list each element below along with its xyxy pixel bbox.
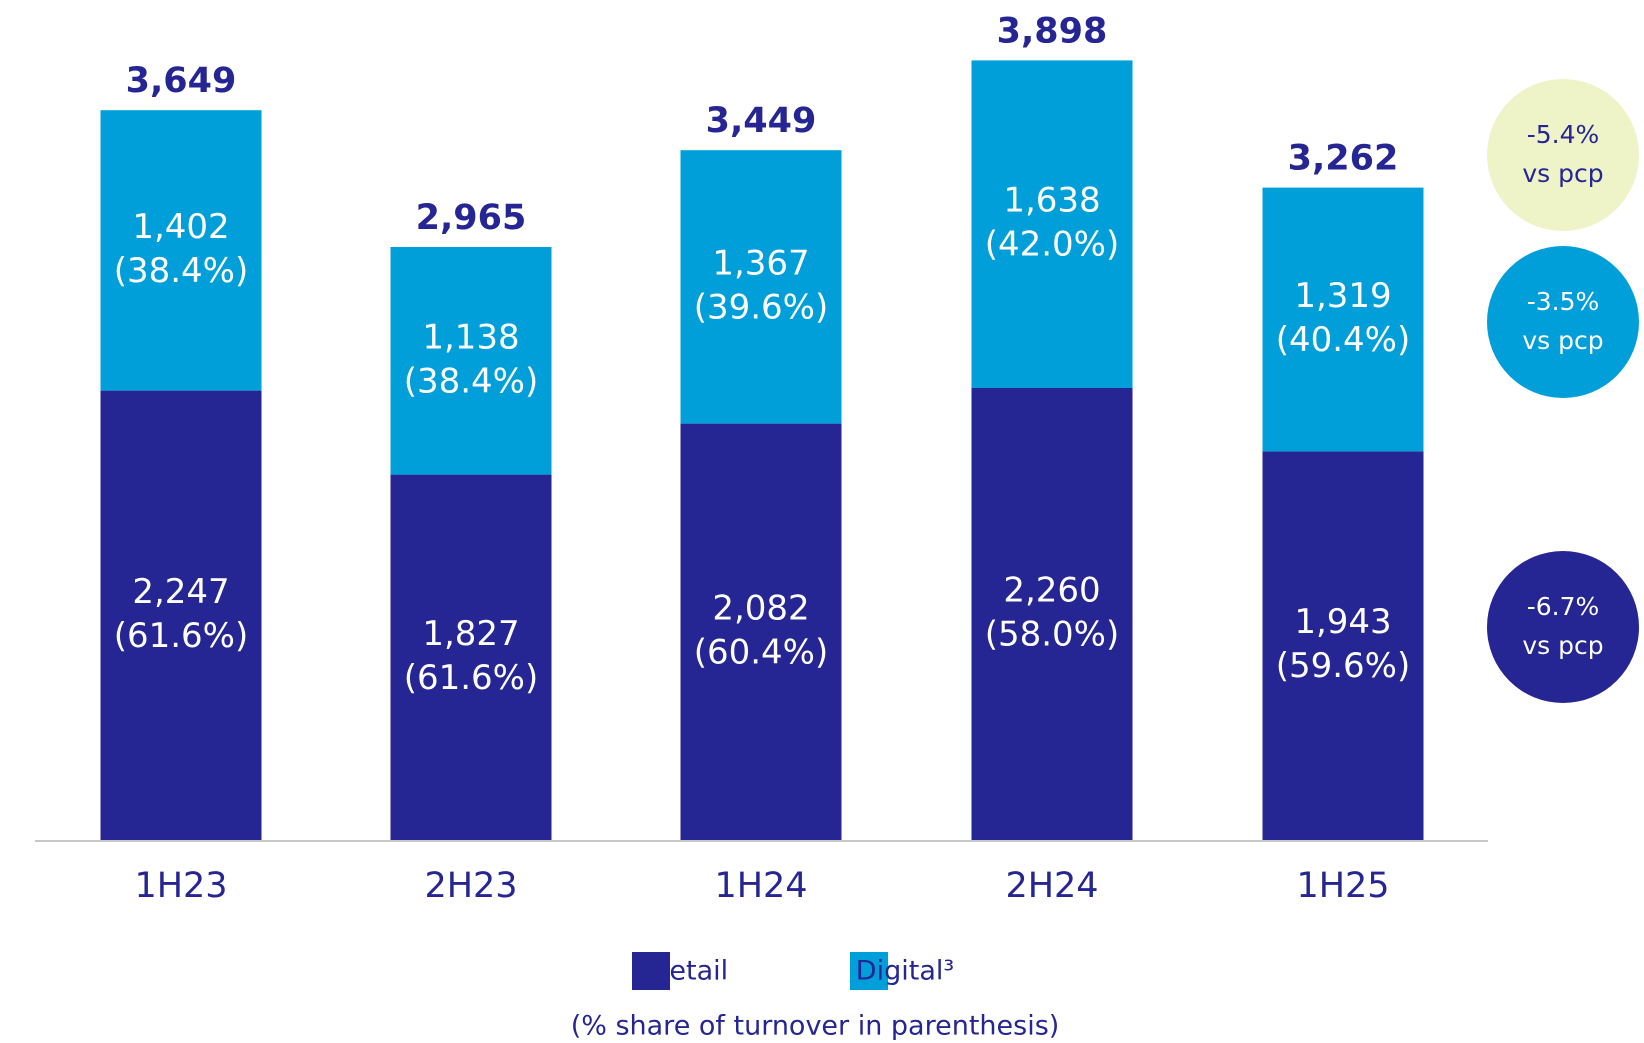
value-label: 1,402 (132, 207, 229, 247)
legend-swatch (632, 952, 670, 990)
total-label: 3,649 (126, 61, 237, 101)
share-label: (39.6%) (694, 287, 829, 327)
legend-label: Digital³ (856, 956, 954, 987)
x-tick-label: 1H23 (134, 866, 227, 906)
annotation-bubble (1487, 246, 1639, 398)
bar-segment (100, 110, 262, 391)
bar-segment (1262, 451, 1424, 840)
annotation-subtext: vs pcp (1522, 631, 1603, 660)
annotation-text: -6.7% (1527, 592, 1600, 621)
x-tick-label: 1H24 (714, 866, 807, 906)
bar-segment (390, 247, 552, 475)
total-label: 3,898 (997, 11, 1108, 51)
share-label: (60.4%) (694, 632, 829, 672)
share-label: (40.4%) (1276, 320, 1411, 360)
share-label: (58.0%) (985, 615, 1120, 655)
value-label: 1,943 (1294, 602, 1391, 642)
bar-segment (1262, 187, 1424, 452)
total-label: 2,965 (416, 198, 527, 238)
value-label: 2,082 (712, 588, 809, 628)
bar-segment (680, 423, 842, 840)
annotation-text: -5.4% (1527, 120, 1600, 149)
share-label: (38.4%) (404, 361, 539, 401)
share-label: (59.6%) (1276, 646, 1411, 686)
annotation-bubble (1487, 551, 1639, 703)
share-label: (38.4%) (114, 251, 249, 291)
value-label: 1,638 (1003, 181, 1100, 221)
note: (% share of turnover in parenthesis) (571, 1011, 1060, 1042)
annotation-subtext: vs pcp (1522, 326, 1603, 355)
value-label: 1,138 (422, 317, 519, 357)
total-label: 3,449 (706, 101, 817, 141)
bar-segment (971, 60, 1133, 389)
x-tick-label: 2H23 (424, 866, 517, 906)
x-tick-label: 1H25 (1296, 866, 1389, 906)
bar-segment (971, 388, 1133, 840)
annotation-bubble (1487, 79, 1639, 231)
value-label: 1,367 (712, 243, 809, 283)
legend-swatch (850, 952, 888, 990)
x-tick-label: 2H24 (1005, 866, 1098, 906)
bar-segment (100, 390, 262, 840)
annotation-text: -3.5% (1527, 287, 1600, 316)
share-label: (42.0%) (985, 225, 1120, 265)
value-label: 2,247 (132, 572, 229, 612)
legend-label: Retail (652, 956, 728, 987)
total-label: 3,262 (1288, 139, 1399, 179)
value-label: 1,827 (422, 614, 519, 654)
value-label: 2,260 (1003, 571, 1100, 611)
bar-segment (680, 150, 842, 424)
annotation-subtext: vs pcp (1522, 159, 1603, 188)
share-label: (61.6%) (114, 616, 249, 656)
share-label: (61.6%) (404, 658, 539, 698)
bar-segment (390, 474, 552, 840)
value-label: 1,319 (1294, 276, 1391, 316)
